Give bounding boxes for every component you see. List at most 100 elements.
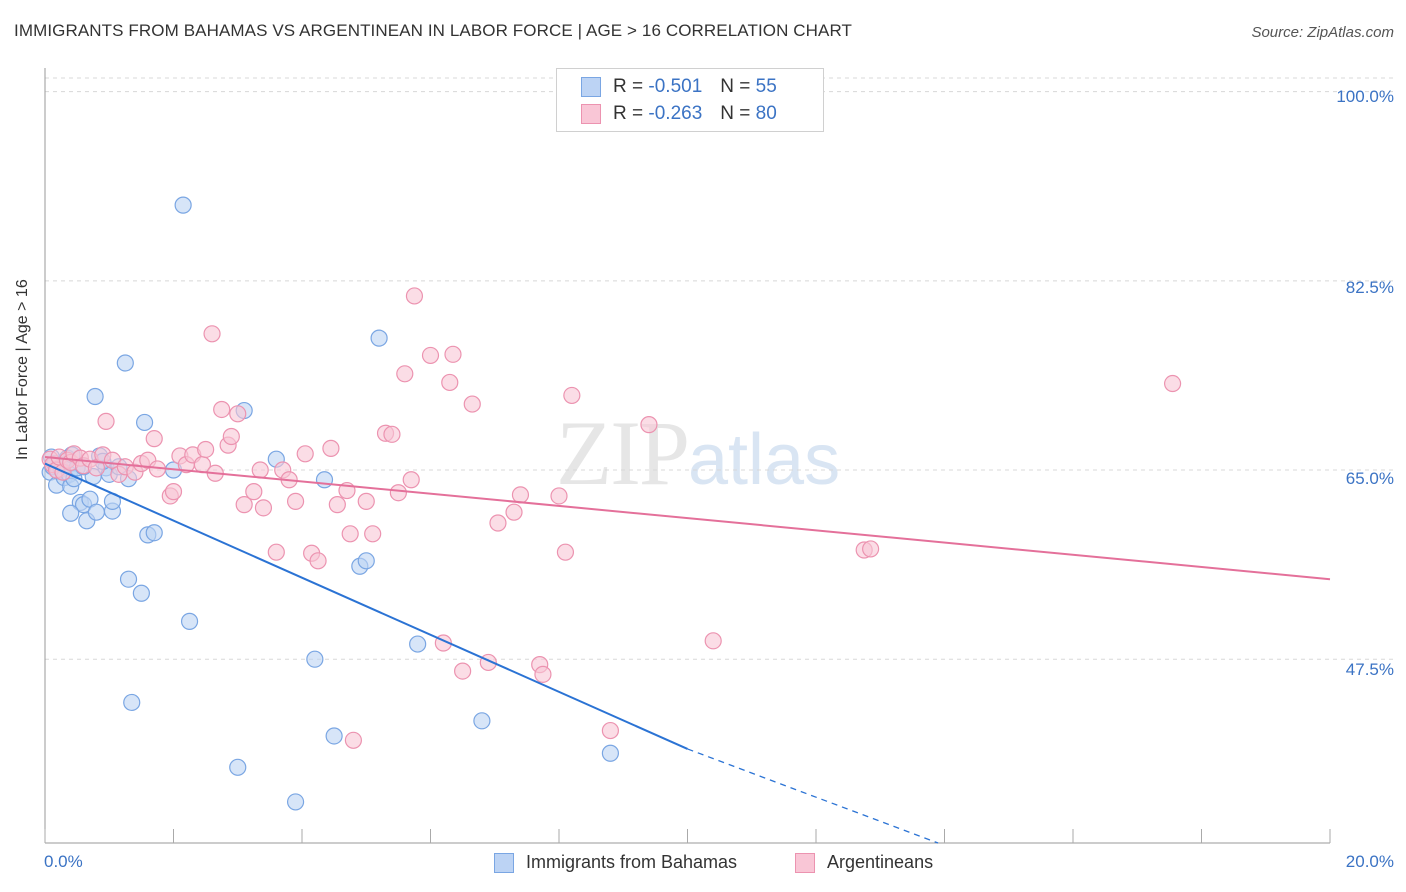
legend-label-argentineans: Argentineans xyxy=(827,852,934,872)
data-point-argentineans xyxy=(1163,374,1182,393)
y-tick-label-65: 65.0% xyxy=(1345,469,1394,488)
data-point-argentineans xyxy=(357,492,375,510)
data-point-bahamas xyxy=(473,712,491,730)
trend-line-bahamas xyxy=(44,462,688,750)
data-point-bahamas xyxy=(325,727,343,745)
watermark-zip: ZIP xyxy=(556,402,690,504)
data-point-argentineans xyxy=(862,540,880,558)
data-point-argentineans xyxy=(383,425,401,443)
y-axis-label: In Labor Force | Age > 16 xyxy=(14,279,31,460)
x-tick-label-start: 0.0% xyxy=(44,852,83,871)
legend-r-value: -0.263 xyxy=(648,103,703,124)
data-point-bahamas xyxy=(409,635,427,653)
data-point-argentineans xyxy=(222,427,240,446)
stats-legend: R = -0.501 N = 55 R = -0.263 N = 80 xyxy=(556,68,824,132)
legend-item-bahamas[interactable]: Immigrants from Bahamas xyxy=(494,852,737,873)
legend-row-bahamas: R = -0.501 N = 55 xyxy=(581,75,777,99)
data-point-argentineans xyxy=(704,632,722,650)
data-point-argentineans xyxy=(640,416,658,434)
legend-n-label: N = xyxy=(720,103,751,124)
legend-n-value: 80 xyxy=(755,103,777,124)
data-point-argentineans xyxy=(505,503,523,521)
data-point-bahamas xyxy=(132,584,150,602)
data-point-bahamas xyxy=(123,693,141,712)
data-point-bahamas xyxy=(229,758,247,776)
data-point-argentineans xyxy=(296,445,314,463)
trend-line-bahamas-extension xyxy=(687,748,939,844)
legend-n-value: 55 xyxy=(755,76,777,97)
data-point-bahamas xyxy=(87,503,106,521)
legend-swatch-argentineans xyxy=(581,104,601,124)
watermark: ZIPatlas xyxy=(556,400,840,506)
data-point-argentineans xyxy=(364,525,382,543)
legend-label-bahamas: Immigrants from Bahamas xyxy=(526,852,738,872)
data-point-argentineans xyxy=(322,439,340,457)
data-point-bahamas xyxy=(135,413,154,432)
data-point-bahamas xyxy=(370,329,388,347)
data-point-argentineans xyxy=(341,525,359,543)
watermark-atlas: atlas xyxy=(688,420,841,500)
data-point-argentineans xyxy=(235,496,253,514)
legend-swatch-bahamas xyxy=(494,852,514,873)
data-point-bahamas xyxy=(145,524,163,542)
x-tick-label-end: 20.0% xyxy=(1345,852,1394,871)
data-point-bahamas xyxy=(286,793,305,811)
data-point-argentineans xyxy=(421,346,440,365)
data-point-argentineans xyxy=(511,486,530,504)
data-point-argentineans xyxy=(563,386,581,405)
data-point-argentineans xyxy=(454,662,472,680)
data-point-argentineans xyxy=(164,483,183,501)
data-point-argentineans xyxy=(396,365,414,383)
data-point-bahamas xyxy=(62,504,80,522)
data-point-argentineans xyxy=(534,665,552,683)
chart-title: IMMIGRANTS FROM BAHAMAS VS ARGENTINEAN I… xyxy=(14,21,853,40)
y-tick-label-82-5: 82.5% xyxy=(1345,278,1394,297)
data-point-argentineans xyxy=(245,483,263,501)
data-point-argentineans xyxy=(203,325,221,343)
legend-r-value: -0.501 xyxy=(648,76,703,97)
data-point-argentineans xyxy=(550,487,568,505)
series-legend: Immigrants from Bahamas Argentineans xyxy=(0,852,1406,878)
data-point-argentineans xyxy=(286,492,305,510)
source-label: Source: ZipAtlas.com xyxy=(1251,24,1394,41)
data-point-argentineans xyxy=(463,395,481,413)
trend-line-argentineans xyxy=(44,456,1331,581)
data-point-argentineans xyxy=(441,373,459,392)
data-point-argentineans xyxy=(97,412,115,430)
data-point-argentineans xyxy=(267,543,285,561)
data-point-argentineans xyxy=(251,461,269,479)
data-point-argentineans xyxy=(601,721,620,740)
data-point-bahamas xyxy=(306,650,324,668)
y-tick-label-100: 100.0% xyxy=(1336,87,1394,106)
data-point-bahamas xyxy=(174,196,192,214)
data-point-bahamas xyxy=(357,552,375,570)
legend-n-label: N = xyxy=(720,76,751,97)
data-point-argentineans xyxy=(328,496,346,514)
legend-swatch-bahamas xyxy=(581,77,601,97)
data-point-bahamas xyxy=(601,744,620,762)
legend-swatch-argentineans xyxy=(795,852,815,873)
data-point-argentineans xyxy=(344,731,362,749)
data-point-argentineans xyxy=(444,345,462,363)
legend-row-argentineans: R = -0.263 N = 80 xyxy=(581,102,777,126)
data-point-argentineans xyxy=(405,287,424,305)
data-point-argentineans xyxy=(309,552,327,570)
legend-r-label: R = xyxy=(613,76,644,97)
data-point-argentineans xyxy=(145,430,163,448)
data-point-bahamas xyxy=(116,354,134,372)
data-point-bahamas xyxy=(180,612,199,630)
data-point-argentineans xyxy=(556,543,575,561)
data-point-argentineans xyxy=(254,499,273,517)
data-point-bahamas xyxy=(315,471,334,489)
legend-r-label: R = xyxy=(613,103,644,124)
legend-item-argentineans[interactable]: Argentineans xyxy=(795,852,933,873)
data-point-argentineans xyxy=(197,440,215,459)
y-tick-label-47-5: 47.5% xyxy=(1345,660,1394,679)
data-point-argentineans xyxy=(213,400,231,419)
data-point-argentineans xyxy=(402,471,420,489)
data-point-argentineans xyxy=(229,405,247,423)
data-point-bahamas xyxy=(86,387,104,406)
data-point-argentineans xyxy=(389,484,407,502)
data-point-argentineans xyxy=(489,514,507,532)
